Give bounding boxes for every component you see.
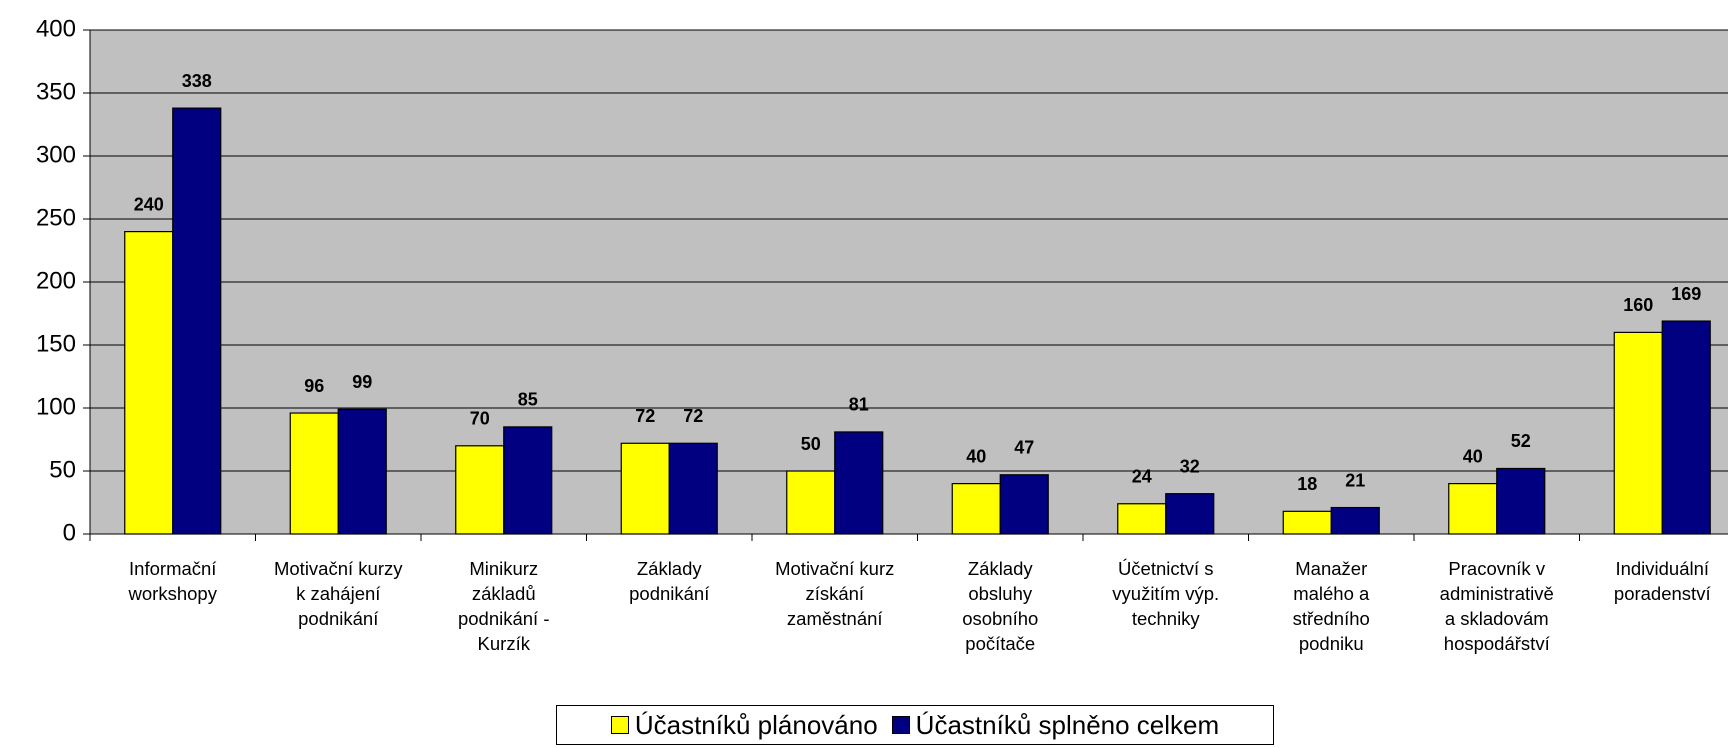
bar [999,474,1049,535]
x-tick-label: Pracovník v administrativě a skladovám h… [1439,558,1554,654]
bar [337,408,387,535]
value-label: 40 [966,446,986,466]
value-label: 21 [1345,470,1365,490]
x-tick-label: Základy podnikání [629,558,710,604]
legend-label: Účastníků splněno celkem [915,709,1220,740]
value-label: 96 [304,376,324,396]
bar [1661,320,1711,535]
value-label: 99 [352,372,372,392]
bar [786,470,836,535]
value-label: 169 [1671,284,1701,304]
bar [1165,493,1215,535]
legend-item: Účastníků splněno celkem [891,709,1220,741]
y-tick-label: 250 [36,204,76,231]
y-tick-label: 300 [36,141,76,168]
value-label: 72 [635,406,655,426]
x-tick-label: Minikurz základů podnikání - Kurzík [457,558,550,654]
bar [289,412,339,535]
legend-swatch [610,716,629,734]
legend-label: Účastníků plánováno [634,709,878,740]
x-tick-label: Účetnictví s využitím výp. techniky [1112,558,1220,629]
bar [1496,467,1546,535]
y-tick-label: 50 [49,456,76,483]
value-label: 85 [518,390,538,410]
bar [620,442,670,535]
y-tick-label: 400 [36,15,76,42]
value-label: 70 [470,409,490,429]
bar [951,483,1001,535]
legend-item: Účastníků plánováno [610,709,878,741]
value-label: 24 [1132,467,1152,487]
x-tick-label: Motivační kurz získání zaměstnání [775,558,895,629]
value-label: 32 [1180,456,1200,476]
bar [668,442,718,535]
x-tick-label: Informační workshopy [128,558,217,604]
legend: Účastníků plánováno Účastníků splněno cel… [556,705,1274,745]
legend-swatch [891,716,910,734]
bar [834,431,884,535]
value-label: 50 [801,434,821,454]
bar [1117,503,1167,535]
bar [503,426,553,535]
y-tick-label: 150 [36,330,76,357]
bar [124,231,174,535]
value-label: 160 [1623,295,1653,315]
y-tick-label: 350 [36,78,76,105]
value-label: 81 [849,395,869,415]
x-tick-label: Základy obsluhy osobního počítače [962,558,1039,654]
bar [1282,510,1332,535]
value-label: 47 [1014,438,1034,458]
bar [172,107,222,535]
y-tick-label: 100 [36,393,76,420]
value-label: 18 [1297,474,1317,494]
value-label: 240 [134,194,164,214]
value-label: 72 [683,406,703,426]
bar [1330,506,1380,535]
value-label: 52 [1511,431,1531,451]
value-label: 40 [1463,446,1483,466]
x-tick-label: Manažer malého a středního podniku [1292,558,1370,654]
bar [455,445,505,535]
x-tick-label: Motivační kurzy k zahájení podnikání [273,558,403,629]
bar [1448,483,1498,535]
y-tick-label: 0 [63,519,76,546]
value-label: 338 [182,71,212,91]
bar [1613,331,1663,535]
x-tick-label: Individuální poradenství [1613,558,1711,604]
y-tick-label: 200 [36,267,76,294]
